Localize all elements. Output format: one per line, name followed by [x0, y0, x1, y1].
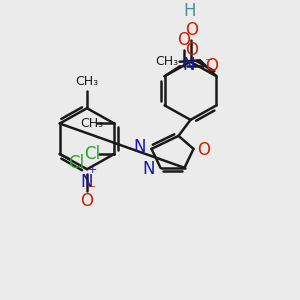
Text: H: H: [184, 2, 196, 20]
Text: O: O: [185, 41, 199, 59]
Text: ⁻: ⁻: [205, 55, 213, 70]
Text: +: +: [88, 165, 97, 175]
Text: O: O: [185, 21, 198, 39]
Text: O: O: [197, 141, 210, 159]
Text: O: O: [80, 193, 94, 211]
Text: CH₃: CH₃: [80, 117, 103, 130]
Text: O: O: [205, 57, 218, 75]
Text: N: N: [134, 139, 146, 157]
Text: ⁻: ⁻: [88, 182, 96, 197]
Text: CH₃: CH₃: [155, 55, 178, 68]
Text: N: N: [142, 160, 155, 178]
Text: CH₃: CH₃: [75, 76, 99, 88]
Text: Cl: Cl: [68, 154, 84, 172]
Text: +: +: [188, 57, 197, 67]
Text: Cl: Cl: [85, 145, 101, 163]
Text: N: N: [81, 173, 93, 191]
Text: O: O: [177, 31, 190, 49]
Text: N: N: [182, 56, 195, 74]
